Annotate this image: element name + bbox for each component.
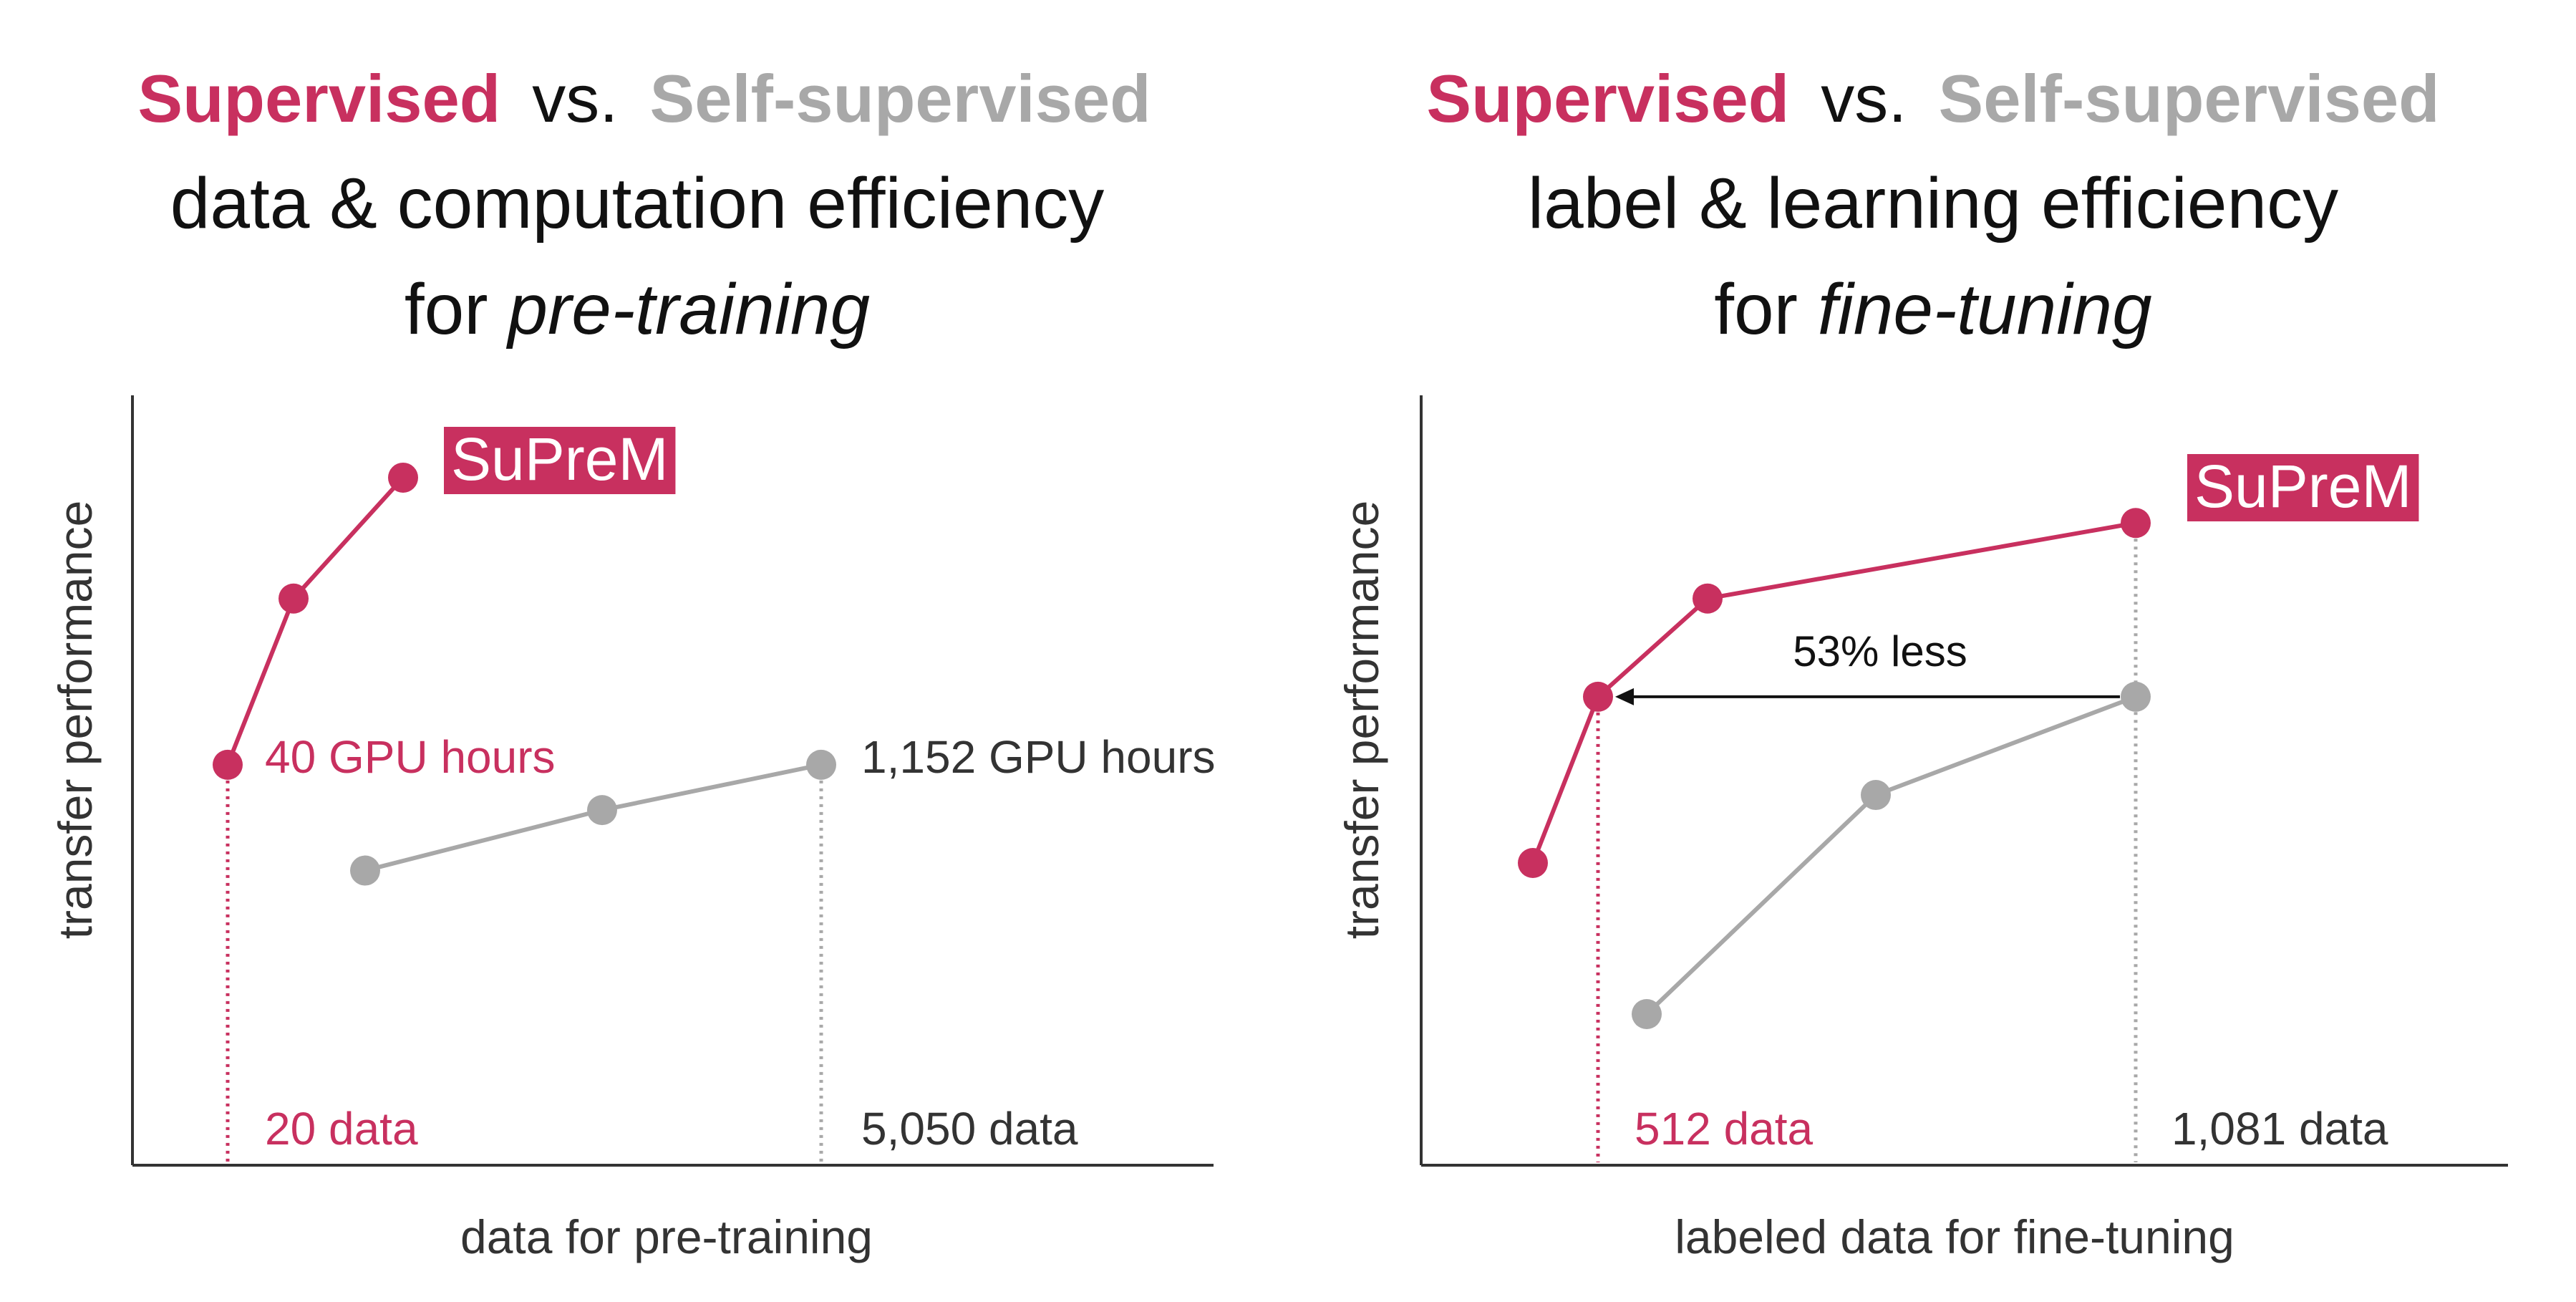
right-supervised-point-2 [1583,681,1613,712]
left-supervised-hours-label: 40 GPU hours [265,731,556,783]
right-title-for: for [1714,269,1817,349]
right-supervised-point-1 [1518,848,1548,878]
right-self-supervised-line [1645,695,2137,1016]
left-title-stage: pre-training [505,269,870,349]
right-self-supervised-point-1 [1632,999,1662,1029]
right-title-line3: for fine-tuning [1714,269,2151,349]
left-title-line3: for pre-training [405,269,870,349]
left-supervised-point-2 [279,583,309,614]
left-x-axis-label: data for pre-training [460,1210,873,1263]
right-series-label: SuPreM [2194,453,2411,520]
left-title-vs: vs. [532,61,618,136]
right-plot-marks: SuPreM [1518,453,2419,1162]
right-title-line1: Supervised vs. Self-supervised [1426,61,2439,136]
right-x-axis-label: labeled data for fine-tuning [1675,1210,2234,1263]
right-arrow-label: 53% less [1793,627,1967,675]
left-supervised-line [226,476,405,766]
right-less-arrow-head [1615,688,1634,705]
right-series-label-box [2187,454,2419,521]
left-self-supervised-point-3 [806,749,836,780]
left-series-label: SuPreM [451,425,668,493]
right-title-stage: fine-tuning [1818,269,2152,349]
right-supervised-data-label: 512 data [1635,1103,1814,1154]
left-axes [131,395,1214,1167]
left-title-line2: data & computation efficiency [170,163,1105,243]
left-self-supervised-point-1 [350,855,380,886]
right-y-axis-label: transfer performance [1335,501,1388,940]
left-supervised-point-1 [213,749,243,780]
left-supervised-point-3 [388,462,418,493]
left-series-label-box [444,427,676,494]
right-self-supervised-point-2 [1861,780,1891,811]
left-y-axis-label: transfer performance [49,501,102,940]
left-title-for: for [405,269,508,349]
left-title-line1: Supervised vs. Self-supervised [137,61,1151,136]
left-plot-marks: SuPreM [213,425,836,1162]
right-title-line2: label & learning efficiency [1528,163,2338,243]
left-title-supervised: Supervised [137,61,500,136]
right-title-self-supervised: Self-supervised [1939,61,2440,136]
left-title-self-supervised: Self-supervised [650,61,1151,136]
right-axes [1420,395,2508,1167]
right-title-vs: vs. [1821,61,1907,136]
left-self-supervised-hours-label: 1,152 GPU hours [861,731,1216,783]
right-supervised-point-3 [1693,583,1723,614]
right-supervised-line [1531,521,2136,864]
right-self-supervised-data-label: 1,081 data [2171,1103,2388,1154]
right-self-supervised-point-3 [2121,681,2151,712]
left-self-supervised-point-2 [587,795,617,826]
left-supervised-data-label: 20 data [265,1103,418,1154]
left-self-supervised-data-label: 5,050 data [861,1103,1078,1154]
right-supervised-point-4 [2121,508,2151,539]
right-title-supervised: Supervised [1426,61,1789,136]
